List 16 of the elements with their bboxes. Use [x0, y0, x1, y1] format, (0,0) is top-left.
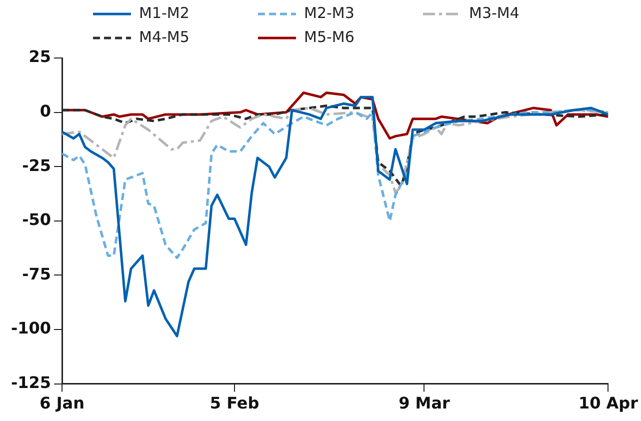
x-tick-label: 6 Jan — [40, 394, 84, 413]
legend-label: M1-M2 — [139, 4, 190, 22]
y-tick-label: -100 — [10, 318, 52, 338]
y-tick-label: -75 — [22, 264, 52, 284]
legend-label: M2-M3 — [304, 4, 354, 22]
legend-label: M5-M6 — [304, 28, 354, 46]
y-tick-label: 25 — [28, 47, 52, 66]
legend-label: M4-M5 — [139, 28, 190, 46]
y-tick-label: -125 — [10, 372, 52, 392]
legend-label: M3-M4 — [469, 4, 520, 22]
y-tick-label: -50 — [22, 210, 52, 230]
y-tick-label: 0 — [40, 101, 52, 120]
y-tick-label: -25 — [22, 156, 52, 175]
x-tick-label: 5 Feb — [210, 394, 260, 413]
x-tick-label: 9 Mar — [398, 394, 450, 413]
x-tick-label: 10 Apr — [578, 394, 638, 413]
